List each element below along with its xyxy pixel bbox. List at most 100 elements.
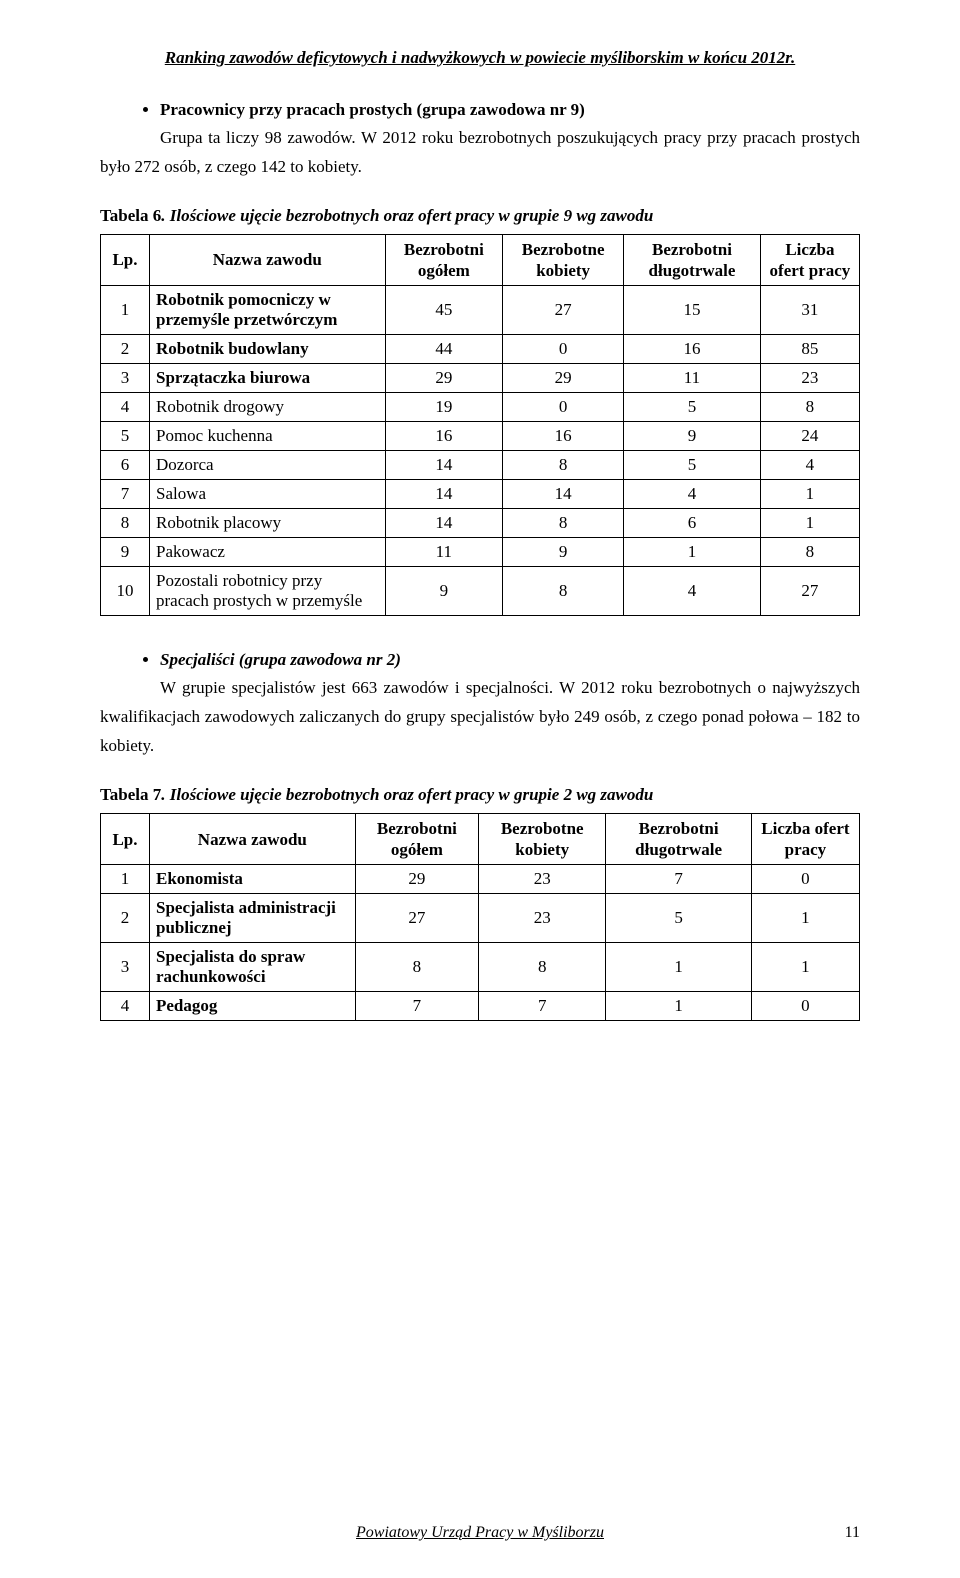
cell-value: 5 <box>624 451 761 480</box>
table-row: 6Dozorca14854 <box>101 451 860 480</box>
cell-value: 14 <box>385 480 502 509</box>
cell-value: 29 <box>503 364 624 393</box>
table-row: 2Specjalista administracji publicznej272… <box>101 894 860 943</box>
cell-value: 14 <box>385 451 502 480</box>
cell-value: 1 <box>606 943 752 992</box>
cell-name: Pozostali robotnicy przy pracach prostyc… <box>150 567 386 616</box>
cell-value: 16 <box>385 422 502 451</box>
cell-name: Salowa <box>150 480 386 509</box>
cell-value: 85 <box>760 335 859 364</box>
cell-lp: 8 <box>101 509 150 538</box>
table7-body: 1Ekonomista2923702Specjalista administra… <box>101 865 860 1021</box>
cell-value: 0 <box>503 335 624 364</box>
cell-lp: 2 <box>101 894 150 943</box>
table-row: 4Pedagog7710 <box>101 992 860 1021</box>
cell-value: 44 <box>385 335 502 364</box>
footer-page-number: 11 <box>845 1524 860 1542</box>
cell-lp: 4 <box>101 992 150 1021</box>
cell-value: 6 <box>624 509 761 538</box>
cell-value: 8 <box>479 943 606 992</box>
cell-value: 1 <box>751 894 859 943</box>
cell-lp: 2 <box>101 335 150 364</box>
cell-value: 5 <box>606 894 752 943</box>
cell-value: 8 <box>503 567 624 616</box>
cell-lp: 9 <box>101 538 150 567</box>
cell-lp: 1 <box>101 286 150 335</box>
cell-name: Robotnik placowy <box>150 509 386 538</box>
section2-paragraph: W grupie specjalistów jest 663 zawodów i… <box>100 674 860 761</box>
cell-value: 0 <box>751 992 859 1021</box>
table7-caption: Tabela 7. Ilościowe ujęcie bezrobotnych … <box>100 785 860 805</box>
table-row: 4Robotnik drogowy19058 <box>101 393 860 422</box>
cell-value: 8 <box>503 451 624 480</box>
table-row: 5Pomoc kuchenna1616924 <box>101 422 860 451</box>
cell-value: 1 <box>760 480 859 509</box>
col-c2: Bezrobotne kobiety <box>479 813 606 865</box>
cell-value: 4 <box>624 480 761 509</box>
cell-lp: 4 <box>101 393 150 422</box>
cell-name: Robotnik drogowy <box>150 393 386 422</box>
cell-name: Dozorca <box>150 451 386 480</box>
col-c3: Bezrobotni długotrwale <box>624 234 761 286</box>
cell-value: 7 <box>606 865 752 894</box>
table6-caption-num: Tabela 6 <box>100 206 161 225</box>
cell-value: 8 <box>503 509 624 538</box>
table-row: 3Specjalista do spraw rachunkowości8811 <box>101 943 860 992</box>
table6-caption-text: . Ilościowe ujęcie bezrobotnych oraz ofe… <box>161 206 653 225</box>
col-c4: Liczba ofert pracy <box>751 813 859 865</box>
cell-value: 15 <box>624 286 761 335</box>
page-footer: Powiatowy Urząd Pracy w Myśliborzu 11 <box>100 1524 860 1542</box>
cell-value: 14 <box>503 480 624 509</box>
cell-value: 29 <box>385 364 502 393</box>
cell-value: 27 <box>760 567 859 616</box>
cell-value: 11 <box>624 364 761 393</box>
col-name: Nazwa zawodu <box>150 813 356 865</box>
table6: Lp. Nazwa zawodu Bezrobotni ogółem Bezro… <box>100 234 860 617</box>
cell-name: Robotnik budowlany <box>150 335 386 364</box>
section1-bullet: Pracownicy przy pracach prostych (grupa … <box>160 100 860 120</box>
table-row: 1Robotnik pomocniczy w przemyśle przetwó… <box>101 286 860 335</box>
cell-value: 0 <box>751 865 859 894</box>
table-row: 9Pakowacz11918 <box>101 538 860 567</box>
col-c3: Bezrobotni długotrwale <box>606 813 752 865</box>
cell-name: Sprzątaczka biurowa <box>150 364 386 393</box>
cell-value: 27 <box>355 894 478 943</box>
cell-lp: 5 <box>101 422 150 451</box>
cell-value: 1 <box>624 538 761 567</box>
cell-name: Specjalista do spraw rachunkowości <box>150 943 356 992</box>
page-header-title: Ranking zawodów deficytowych i nadwyżkow… <box>100 48 860 68</box>
cell-value: 5 <box>624 393 761 422</box>
cell-value: 27 <box>503 286 624 335</box>
table-row: 10Pozostali robotnicy przy pracach prost… <box>101 567 860 616</box>
col-c1: Bezrobotni ogółem <box>385 234 502 286</box>
cell-lp: 3 <box>101 364 150 393</box>
cell-value: 31 <box>760 286 859 335</box>
cell-name: Robotnik pomocniczy w przemyśle przetwór… <box>150 286 386 335</box>
table-row: 7Salowa141441 <box>101 480 860 509</box>
table6-header-row: Lp. Nazwa zawodu Bezrobotni ogółem Bezro… <box>101 234 860 286</box>
table7-caption-text: . Ilościowe ujęcie bezrobotnych oraz ofe… <box>161 785 653 804</box>
cell-value: 8 <box>760 393 859 422</box>
cell-name: Specjalista administracji publicznej <box>150 894 356 943</box>
cell-lp: 1 <box>101 865 150 894</box>
cell-value: 8 <box>355 943 478 992</box>
section1-paragraph: Grupa ta liczy 98 zawodów. W 2012 roku b… <box>100 124 860 182</box>
cell-value: 45 <box>385 286 502 335</box>
cell-value: 7 <box>355 992 478 1021</box>
cell-value: 29 <box>355 865 478 894</box>
cell-name: Pakowacz <box>150 538 386 567</box>
cell-value: 1 <box>760 509 859 538</box>
page: Ranking zawodów deficytowych i nadwyżkow… <box>0 0 960 1578</box>
table-row: 8Robotnik placowy14861 <box>101 509 860 538</box>
col-c4: Liczba ofert pracy <box>760 234 859 286</box>
cell-value: 11 <box>385 538 502 567</box>
cell-lp: 3 <box>101 943 150 992</box>
cell-value: 9 <box>624 422 761 451</box>
cell-value: 14 <box>385 509 502 538</box>
cell-lp: 10 <box>101 567 150 616</box>
col-lp: Lp. <box>101 234 150 286</box>
cell-value: 4 <box>624 567 761 616</box>
cell-value: 8 <box>760 538 859 567</box>
cell-value: 16 <box>503 422 624 451</box>
table-row: 1Ekonomista292370 <box>101 865 860 894</box>
